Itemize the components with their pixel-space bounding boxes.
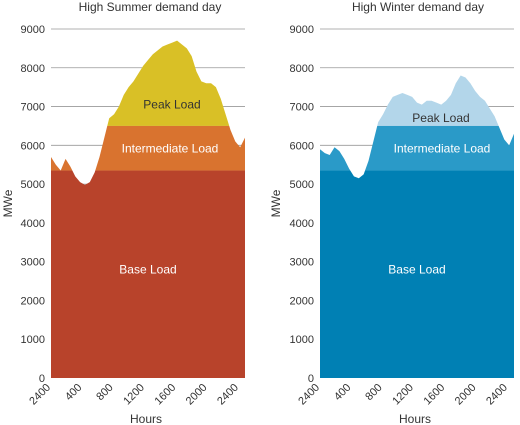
- base-load-label: Base Load: [119, 262, 176, 276]
- y-tick-label: 1000: [21, 334, 45, 346]
- x-axis-label: Hours: [130, 412, 162, 425]
- x-tick-label: 2000: [184, 382, 210, 408]
- y-tick-label: 5000: [290, 179, 314, 191]
- y-tick-label: 0: [308, 373, 314, 385]
- x-tick-label: 800: [363, 382, 384, 403]
- y-tick-label: 0: [39, 373, 45, 385]
- y-tick-label: 3000: [290, 257, 314, 269]
- y-axis-label: MWe: [1, 189, 15, 217]
- y-tick-label: 9000: [21, 24, 45, 36]
- x-tick-label: 400: [63, 382, 84, 403]
- y-axis-label: MWe: [269, 189, 283, 217]
- x-axis-label: Hours: [399, 412, 431, 425]
- y-tick-label: 9000: [290, 24, 314, 36]
- base-load-label: Base Load: [388, 262, 445, 276]
- chart-title: High Winter demand day: [352, 0, 484, 14]
- winter-chart-panel: High Winter demand day Base Load Intermedi…: [269, 0, 514, 425]
- x-tick-label: 2400: [27, 382, 53, 408]
- y-tick-label: 5000: [21, 179, 45, 191]
- x-tick-label: 2400: [215, 382, 241, 408]
- x-tick-label: 1600: [422, 382, 448, 408]
- y-tick-label: 6000: [290, 140, 314, 152]
- peak-load-label: Peak Load: [143, 98, 200, 112]
- y-tick-label: 2000: [290, 295, 314, 307]
- base-load-area: [51, 170, 245, 378]
- intermediate-load-label: Intermediate Load: [394, 141, 491, 155]
- x-tick-label: 400: [332, 382, 353, 403]
- y-tick-label: 7000: [290, 102, 314, 114]
- x-tick-label: 2400: [296, 382, 322, 408]
- load-areas: [51, 40, 245, 378]
- x-tick-label: 2400: [484, 382, 510, 408]
- summer-chart-panel: High Summer demand day Base Load Intermedi…: [1, 0, 245, 425]
- y-tick-label: 3000: [21, 257, 45, 269]
- y-tick-label: 4000: [290, 218, 314, 230]
- x-tick-label: 1200: [121, 382, 147, 408]
- y-tick-label: 6000: [21, 140, 45, 152]
- load-areas: [320, 75, 514, 378]
- x-tick-label: 1200: [390, 382, 416, 408]
- y-tick-label: 1000: [290, 334, 314, 346]
- y-tick-label: 2000: [21, 295, 45, 307]
- y-tick-label: 7000: [21, 102, 45, 114]
- y-tick-label: 8000: [290, 63, 314, 75]
- x-tick-label: 800: [94, 382, 115, 403]
- chart-title: High Summer demand day: [79, 0, 222, 14]
- intermediate-load-label: Intermediate Load: [122, 141, 219, 155]
- base-load-area: [320, 170, 514, 378]
- y-tick-label: 4000: [21, 218, 45, 230]
- peak-load-label: Peak Load: [412, 111, 469, 125]
- x-tick-label: 1600: [153, 382, 179, 408]
- x-tick-label: 2000: [453, 382, 479, 408]
- y-tick-label: 8000: [21, 63, 45, 75]
